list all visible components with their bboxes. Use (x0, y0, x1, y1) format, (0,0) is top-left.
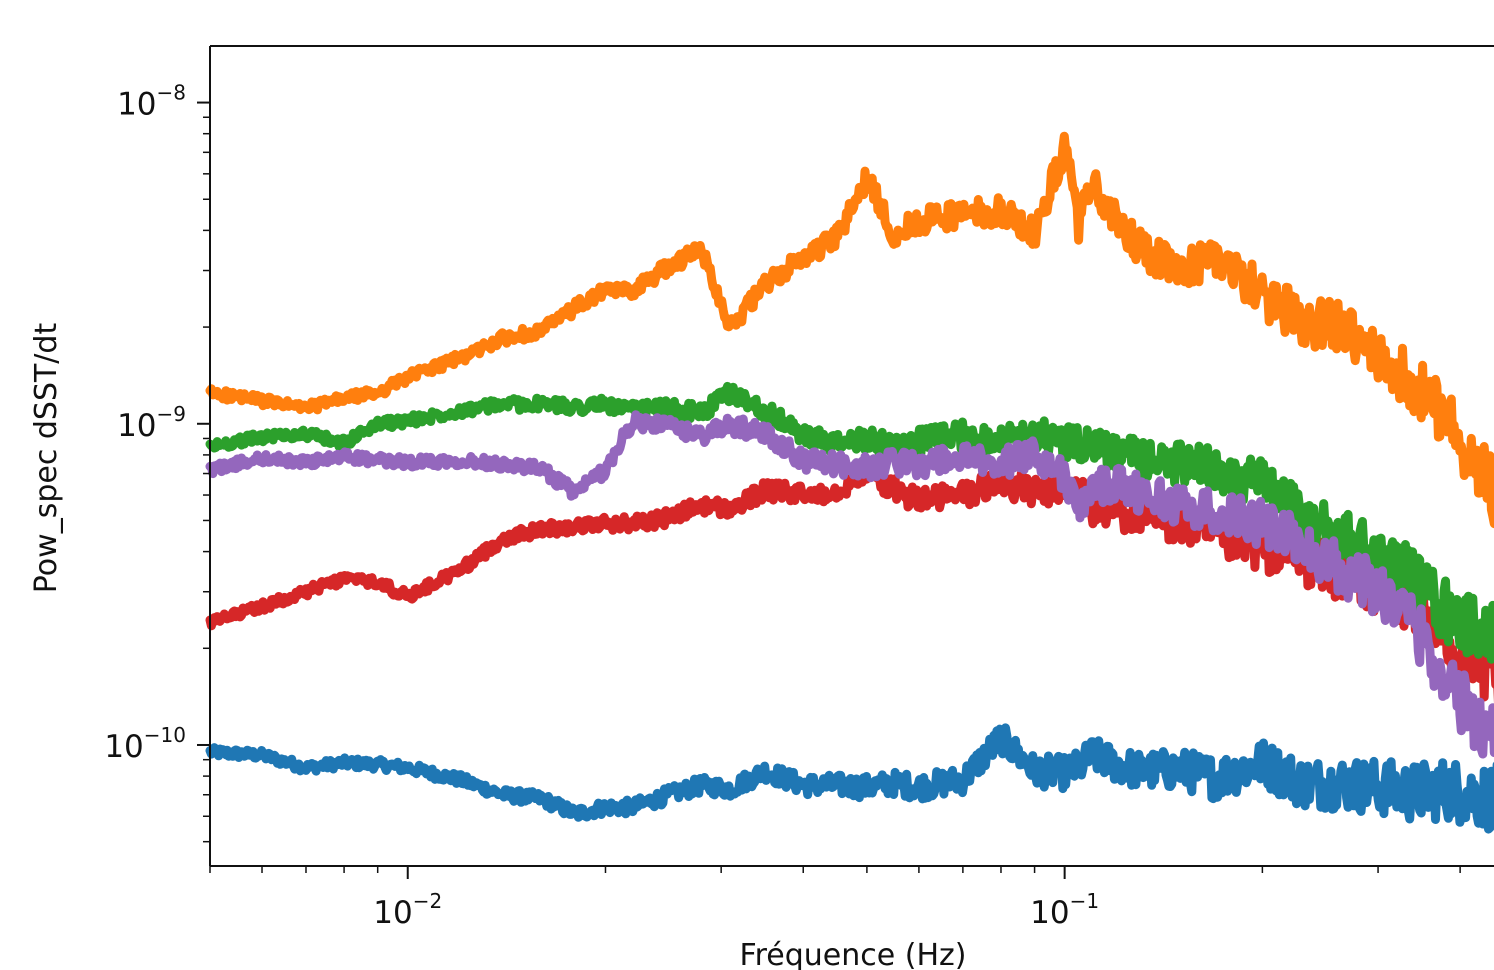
x-axis-label: Fréquence (Hz) (740, 938, 967, 970)
y-axis-label: Pow_spec dSST/dt (29, 323, 64, 594)
